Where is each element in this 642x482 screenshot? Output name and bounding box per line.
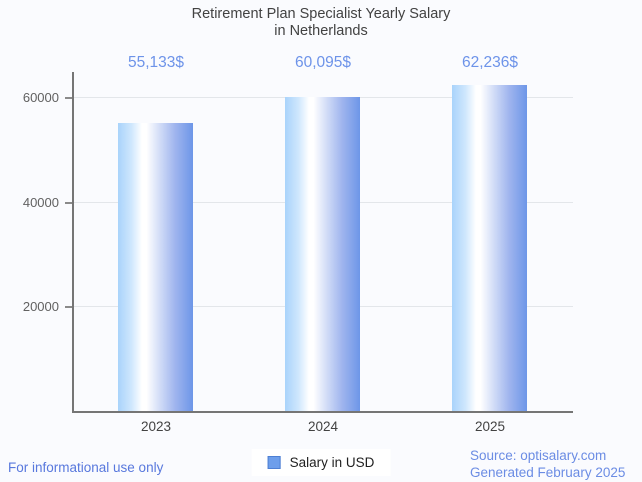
bar-value-label: 60,095$ bbox=[294, 54, 352, 71]
x-axis-line bbox=[72, 411, 573, 413]
y-axis-tick-label: 60000 bbox=[22, 90, 59, 105]
chart-title: Retirement Plan Specialist Yearly Salary… bbox=[191, 6, 451, 39]
legend-swatch-icon bbox=[267, 456, 281, 469]
bar-2025[interactable] bbox=[452, 85, 527, 411]
y-tick-mark-40000 bbox=[65, 202, 72, 204]
source-line: Source: optisalary.com bbox=[470, 448, 607, 463]
x-axis-tick-label: 2024 bbox=[307, 419, 339, 434]
y-axis-line bbox=[72, 72, 74, 413]
bar-value-label: 62,236$ bbox=[461, 54, 519, 71]
bar-2024[interactable] bbox=[285, 96, 360, 411]
y-axis-tick-label: 40000 bbox=[22, 195, 59, 210]
generated-line: Generated February 2025 bbox=[470, 465, 626, 480]
y-axis-tick-label: 20000 bbox=[22, 299, 59, 314]
x-axis-tick-label: 2023 bbox=[140, 419, 172, 434]
y-tick-mark-20000 bbox=[65, 306, 72, 308]
legend[interactable]: Salary in USD bbox=[251, 449, 391, 476]
bar-value-label: 55,133$ bbox=[127, 54, 185, 71]
bar-2023[interactable] bbox=[118, 122, 193, 411]
x-axis-tick-label: 2025 bbox=[474, 419, 506, 434]
y-tick-mark-60000 bbox=[65, 97, 72, 99]
source-info: Source: optisalary.com Generated Februar… bbox=[470, 447, 625, 481]
disclaimer-text: For informational use only bbox=[8, 460, 164, 475]
legend-label: Salary in USD bbox=[289, 455, 375, 470]
